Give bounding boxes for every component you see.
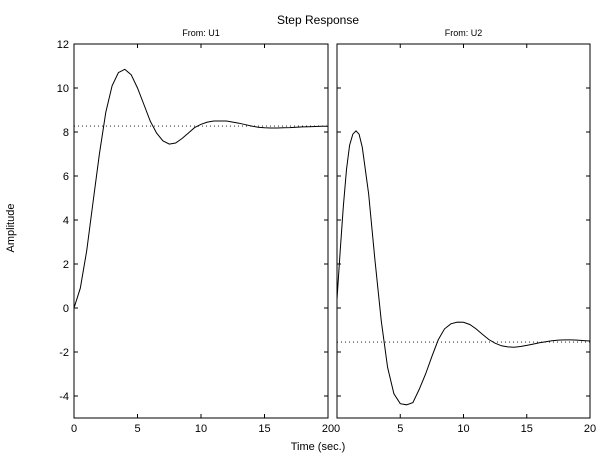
x-tick-label: 5 xyxy=(134,423,140,435)
subplot-1: From: U1 0 5 10 15 20 -4 -2 0 2 4 6 8 10 12 xyxy=(57,28,334,435)
subplot-1-title: From: U1 xyxy=(182,28,220,38)
x-axis-label: Time (sec.) xyxy=(291,441,346,453)
x-tick-label: 15 xyxy=(258,423,270,435)
subplot-1-step-response-line xyxy=(73,68,328,309)
y-tick-label: 2 xyxy=(63,259,69,271)
y-tick-label: 8 xyxy=(63,127,69,139)
x-tick-label: 5 xyxy=(397,423,403,435)
y-tick-label: -4 xyxy=(59,391,69,403)
y-tick-label: 4 xyxy=(63,215,69,227)
x-tick-label: 20 xyxy=(584,423,596,435)
x-tick-label: 10 xyxy=(195,423,207,435)
y-tick-label: 10 xyxy=(57,83,69,95)
subplot-2-step-response-line xyxy=(336,130,591,406)
y-tick-label: 12 xyxy=(57,39,69,51)
x-tick-label: 0 xyxy=(334,423,340,435)
y-tick-label: 6 xyxy=(63,171,69,183)
y-tick-label: -2 xyxy=(59,347,69,359)
subplot-2-frame xyxy=(336,43,591,419)
y-tick-label: 0 xyxy=(63,303,69,315)
x-tick-label: 15 xyxy=(521,423,533,435)
figure-title: Step Response xyxy=(277,13,359,27)
subplot-2: From: U2 0 5 10 15 20 xyxy=(334,28,596,435)
subplot-2-title: From: U2 xyxy=(445,28,483,38)
x-tick-label: 20 xyxy=(322,423,334,435)
y-axis-label: Amplitude xyxy=(5,204,17,253)
x-tick-label: 10 xyxy=(457,423,469,435)
x-tick-label: 0 xyxy=(71,423,77,435)
subplot-1-frame xyxy=(73,43,329,419)
